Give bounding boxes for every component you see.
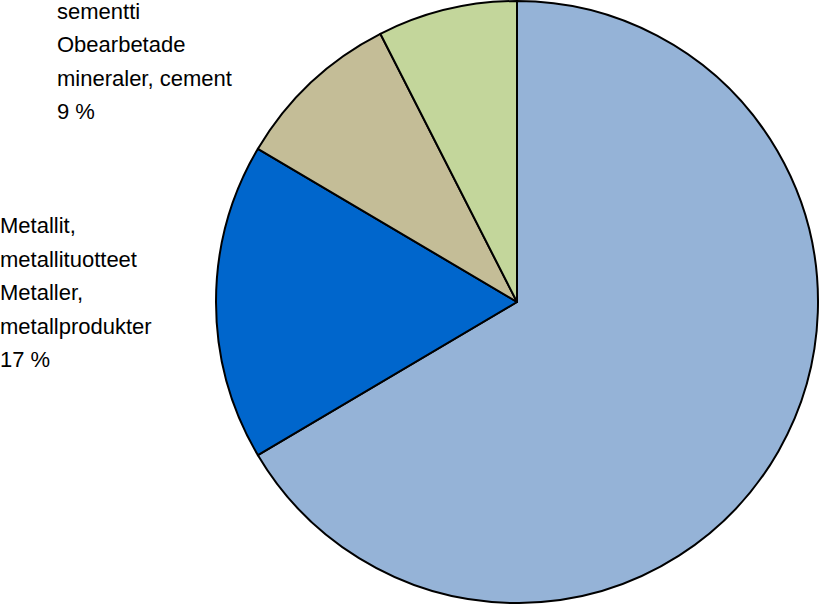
svg-text:Metallit,metallituotteetMetall: Metallit,metallituotteetMetaller,metallp… — [0, 213, 152, 372]
svg-text:sementtiObearbetademineraler,: sementtiObearbetademineraler, cement9 % — [57, 0, 232, 124]
